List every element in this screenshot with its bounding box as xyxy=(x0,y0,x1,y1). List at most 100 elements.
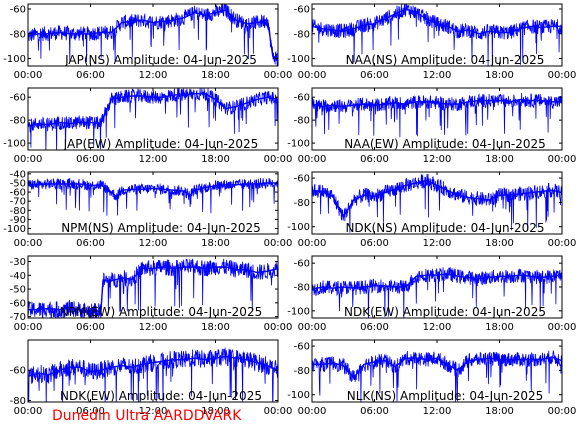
x-tick-label: 12:00 xyxy=(423,406,452,417)
panel-3: -100 -80 -60 00:00 06:00 12:00 18:00 00:00 JAP(E… xyxy=(3,87,292,165)
x-tick-label: 00:00 xyxy=(548,154,576,165)
panel-6: -100 -80 -60 00:00 06:00 12:00 18:00 00:00 NDK(N… xyxy=(287,171,576,249)
panel-5: -100-90-80-70-60-50-40 00:00 06:00 12:00 18:… xyxy=(3,169,292,249)
trace-centre-line xyxy=(312,8,562,35)
panel-title: NDK(EW) Amplitude: 04-Jun-2025 xyxy=(344,305,546,319)
trace-line xyxy=(28,177,278,216)
x-tick-label: 00:00 xyxy=(14,406,43,417)
x-tick-label: 00:00 xyxy=(264,322,293,333)
x-tick-label: 00:00 xyxy=(298,70,327,81)
x-tick-label: 12:00 xyxy=(423,238,452,249)
x-tick-label: 12:00 xyxy=(423,322,452,333)
trace-line xyxy=(28,88,278,150)
x-tick-label: 18:00 xyxy=(485,322,514,333)
trace-line xyxy=(312,266,562,318)
y-tick-label: -80 xyxy=(10,29,26,40)
x-tick-label: 18:00 xyxy=(201,238,230,249)
panel-title: NDK(NS) Amplitude: 04-Jun-2025 xyxy=(345,221,544,235)
x-tick-label: 00:00 xyxy=(548,238,576,249)
trace-centre-line xyxy=(312,98,562,108)
trace-centre-line xyxy=(312,356,562,379)
y-tick-label: -80 xyxy=(10,396,26,407)
trace-centre-line xyxy=(28,182,278,198)
x-tick-label: 06:00 xyxy=(360,322,389,333)
y-tick-label: -100 xyxy=(3,224,26,235)
x-tick-label: 18:00 xyxy=(201,322,230,333)
trace-line xyxy=(28,4,278,66)
x-tick-label: 00:00 xyxy=(264,70,293,81)
x-tick-label: 00:00 xyxy=(548,70,576,81)
x-tick-label: 00:00 xyxy=(298,154,327,165)
y-tick-label: -80 xyxy=(294,198,310,209)
panel-title: NAA(NS) Amplitude: 04-Jun-2025 xyxy=(346,53,545,67)
x-tick-label: 18:00 xyxy=(201,154,230,165)
y-tick-label: -60 xyxy=(294,93,310,104)
y-tick-label: -60 xyxy=(10,4,26,15)
trace-centre-line xyxy=(312,179,562,219)
trace-centre-line xyxy=(28,266,278,312)
y-tick-label: -100 xyxy=(3,139,26,150)
y-tick-label: -100 xyxy=(287,306,310,317)
y-tick-label: -40 xyxy=(10,169,26,180)
y-tick-label: -60 xyxy=(10,298,26,309)
trace-centre-line xyxy=(28,9,278,60)
panel-title: JAP(NS) Amplitude: 04-Jun-2025 xyxy=(64,53,257,67)
panel-title: JAP(EW) Amplitude: 04-Jun-2025 xyxy=(63,137,259,151)
x-tick-label: 06:00 xyxy=(76,154,105,165)
x-tick-label: 18:00 xyxy=(201,406,230,417)
panel-title: NAA(EW) Amplitude: 04-Jun-2025 xyxy=(344,137,546,151)
y-tick-label: -80 xyxy=(10,206,26,217)
y-tick-label: -70 xyxy=(10,197,26,208)
panel-1: -100 -80 -60 00:00 06:00 12:00 18:00 00:00 JAP(N… xyxy=(3,3,293,81)
x-tick-label: 18:00 xyxy=(201,70,230,81)
x-tick-label: 06:00 xyxy=(76,70,105,81)
x-tick-label: 00:00 xyxy=(548,406,576,417)
y-tick-label: -80 xyxy=(294,29,310,40)
y-tick-label: -60 xyxy=(294,259,310,270)
x-tick-label: 00:00 xyxy=(298,238,327,249)
x-tick-label: 18:00 xyxy=(485,238,514,249)
x-tick-label: 06:00 xyxy=(360,238,389,249)
x-tick-label: 06:00 xyxy=(360,154,389,165)
y-tick-label: -80 xyxy=(294,366,310,377)
x-tick-label: 18:00 xyxy=(485,70,514,81)
panel-title: NPM(NS) Amplitude: 04-Jun-2025 xyxy=(61,221,261,235)
y-tick-label: -60 xyxy=(10,93,26,104)
panel-title: NPM(EW) Amplitude: 04-Jun-2025 xyxy=(60,305,262,319)
y-tick-label: -100 xyxy=(287,54,310,65)
x-tick-label: 00:00 xyxy=(298,322,327,333)
trace-line xyxy=(28,258,278,318)
y-tick-label: -80 xyxy=(294,116,310,127)
y-tick-label: -50 xyxy=(10,285,26,296)
x-tick-label: 00:00 xyxy=(548,322,576,333)
panel-title: NDK(EW) Amplitude: 04-Jun-2025 xyxy=(60,389,262,403)
y-tick-label: -100 xyxy=(287,390,310,401)
x-tick-label: 06:00 xyxy=(360,406,389,417)
y-tick-label: -60 xyxy=(10,188,26,199)
y-tick-label: -80 xyxy=(294,283,310,294)
x-tick-label: 12:00 xyxy=(139,406,168,417)
y-tick-label: -100 xyxy=(287,222,310,233)
x-tick-label: 12:00 xyxy=(139,154,168,165)
y-tick-label: -70 xyxy=(10,312,26,323)
x-tick-label: 06:00 xyxy=(76,322,105,333)
trace-centre-line xyxy=(28,355,278,377)
y-tick-label: -40 xyxy=(10,271,26,282)
x-tick-label: 12:00 xyxy=(423,70,452,81)
panel-title: NLK(NS) Amplitude: 04-Jun-2025 xyxy=(347,389,544,403)
x-tick-label: 06:00 xyxy=(76,238,105,249)
x-tick-label: 06:00 xyxy=(360,70,389,81)
x-tick-label: 18:00 xyxy=(485,406,514,417)
x-tick-label: 12:00 xyxy=(139,238,168,249)
trace-centre-line xyxy=(28,93,278,127)
trace-line xyxy=(312,92,562,138)
trace-line xyxy=(28,347,278,402)
x-tick-label: 00:00 xyxy=(264,238,293,249)
trace-centre-line xyxy=(312,273,562,291)
y-tick-label: -30 xyxy=(10,257,26,268)
y-tick-label: -100 xyxy=(3,54,26,65)
